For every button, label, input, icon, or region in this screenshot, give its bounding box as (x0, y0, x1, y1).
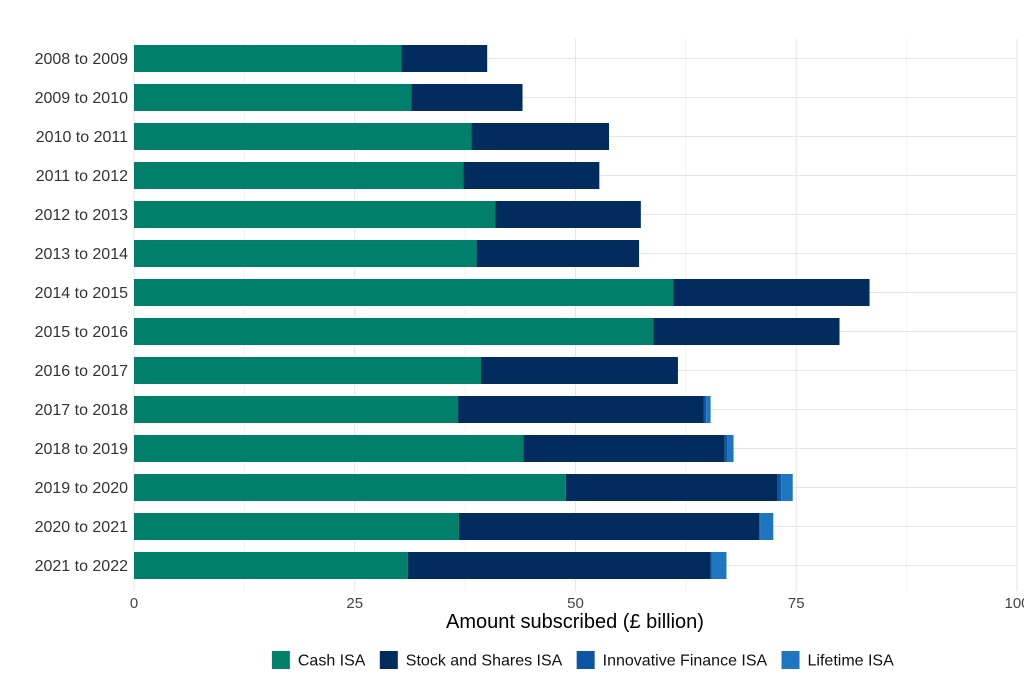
bar-cash-isa-2010-to-2011 (134, 123, 472, 150)
category-label-2021-to-2022: 2021 to 2022 (35, 558, 129, 575)
legend-swatch-innovative-finance-isa (576, 651, 595, 669)
category-label-2008-to-2009: 2008 to 2009 (35, 51, 129, 68)
bar-lifetime-isa-2020-to-2021 (760, 513, 774, 540)
bar-cash-isa-2011-to-2012 (134, 162, 464, 189)
bar-cash-isa-2016-to-2017 (134, 357, 482, 384)
legend-label-innovative-finance-isa: Innovative Finance ISA (603, 653, 768, 670)
bar-cash-isa-2009-to-2010 (134, 84, 412, 111)
bar-cash-isa-2012-to-2013 (134, 201, 496, 228)
bar-stock-and-shares-isa-2012-to-2013 (495, 201, 641, 228)
bar-cash-isa-2008-to-2009 (134, 45, 402, 72)
legend-swatch-cash-isa (271, 651, 290, 669)
gridlines (133, 39, 1018, 591)
bar-stock-and-shares-isa-2020-to-2021 (458, 513, 760, 540)
bar-stock-and-shares-isa-2016-to-2017 (481, 357, 678, 384)
x-tick-label-0: 0 (130, 595, 138, 612)
bar-stock-and-shares-isa-2019-to-2020 (565, 474, 778, 501)
bar-stock-and-shares-isa-2017-to-2018 (458, 396, 704, 423)
bar-stock-and-shares-isa-2013-to-2014 (476, 240, 640, 267)
category-label-2012-to-2013: 2012 to 2013 (35, 207, 129, 224)
bar-lifetime-isa-2021-to-2022 (711, 552, 727, 579)
legend-label-stock-and-shares-isa: Stock and Shares ISA (406, 653, 563, 670)
legend-label-lifetime-isa: Lifetime ISA (808, 653, 895, 670)
bar-stock-and-shares-isa-2010-to-2011 (471, 123, 610, 150)
category-label-2011-to-2012: 2011 to 2012 (36, 168, 128, 185)
category-label-2020-to-2021: 2020 to 2021 (35, 519, 129, 536)
bar-stock-and-shares-isa-2021-to-2022 (407, 552, 711, 579)
bar-stock-and-shares-isa-2014-to-2015 (673, 279, 870, 306)
bar-cash-isa-2015-to-2016 (134, 318, 654, 345)
category-label-2017-to-2018: 2017 to 2018 (35, 402, 129, 419)
bar-innovative-finance-isa-2020-to-2021 (759, 513, 761, 540)
legend-label-cash-isa: Cash ISA (298, 653, 366, 670)
category-label-2009-to-2010: 2009 to 2010 (35, 90, 129, 107)
bar-cash-isa-2014-to-2015 (134, 279, 674, 306)
bar-stock-and-shares-isa-2018-to-2019 (523, 435, 725, 462)
category-label-2014-to-2015: 2014 to 2015 (35, 285, 129, 302)
bars (134, 45, 870, 579)
bar-innovative-finance-isa-2018-to-2019 (724, 435, 728, 462)
x-tick-labels: 0 25 50 75 100 (130, 595, 1024, 612)
bar-stock-and-shares-isa-2008-to-2009 (401, 45, 488, 72)
category-label-2013-to-2014: 2013 to 2014 (35, 246, 129, 263)
x-tick-label-100: 100 (1004, 595, 1024, 612)
bar-cash-isa-2019-to-2020 (134, 474, 566, 501)
bar-cash-isa-2013-to-2014 (134, 240, 477, 267)
bar-cash-isa-2020-to-2021 (134, 513, 459, 540)
legend-swatch-stock-and-shares-isa (379, 651, 398, 669)
category-labels: 2008 to 2009 2009 to 2010 2010 to 2011 2011… (35, 51, 129, 575)
x-tick-label-50: 50 (567, 595, 584, 612)
bar-cash-isa-2018-to-2019 (134, 435, 524, 462)
bar-lifetime-isa-2018-to-2019 (727, 435, 734, 462)
bar-lifetime-isa-2017-to-2018 (706, 396, 711, 423)
x-axis-title: Amount subscribed (£ billion) (446, 611, 704, 633)
x-tick-label-25: 25 (346, 595, 363, 612)
category-label-2016-to-2017: 2016 to 2017 (35, 363, 129, 380)
bar-innovative-finance-isa-2019-to-2020 (777, 474, 782, 501)
category-label-2015-to-2016: 2015 to 2016 (35, 324, 129, 341)
category-label-2018-to-2019: 2018 to 2019 (35, 441, 129, 458)
bar-stock-and-shares-isa-2011-to-2012 (463, 162, 600, 189)
category-label-2019-to-2020: 2019 to 2020 (35, 480, 129, 497)
bar-innovative-finance-isa-2017-to-2018 (703, 396, 707, 423)
legend-swatch-lifetime-isa (781, 651, 800, 669)
bar-cash-isa-2021-to-2022 (134, 552, 408, 579)
category-label-2010-to-2011: 2010 to 2011 (36, 129, 128, 146)
bar-stock-and-shares-isa-2015-to-2016 (653, 318, 840, 345)
bar-cash-isa-2017-to-2018 (134, 396, 459, 423)
bar-stock-and-shares-isa-2009-to-2010 (411, 84, 523, 111)
legend: Cash ISA Stock and Shares ISA Innovative F… (271, 651, 895, 670)
bar-innovative-finance-isa-2021-to-2022 (710, 552, 712, 579)
bar-lifetime-isa-2019-to-2020 (781, 474, 793, 501)
x-tick-label-75: 75 (788, 595, 805, 612)
